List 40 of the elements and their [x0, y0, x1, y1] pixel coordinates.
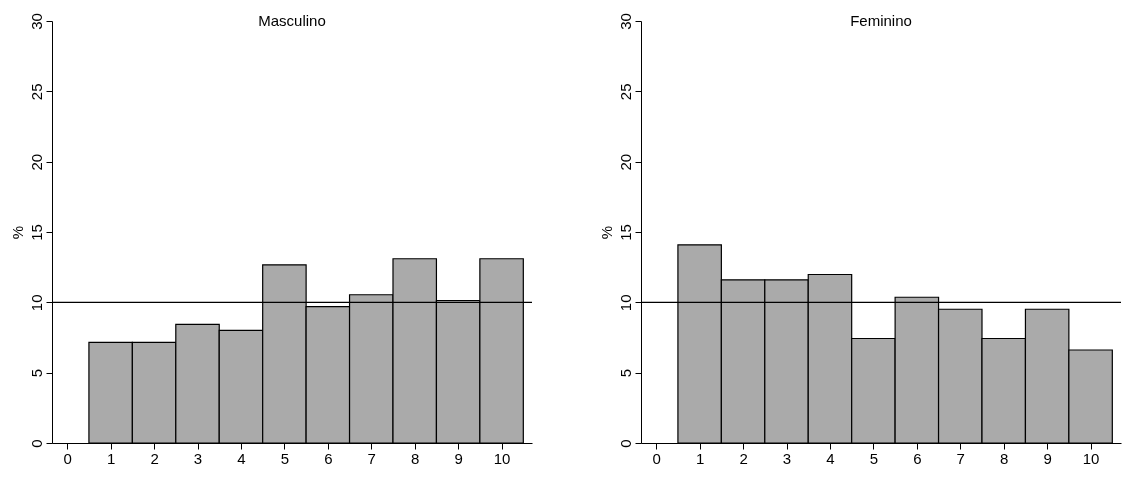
x-tick-label: 0 [652, 449, 661, 467]
x-tick-label: 8 [411, 449, 420, 467]
x-tick-label: 4 [237, 449, 246, 467]
x-tick-label: 6 [324, 449, 333, 467]
x-tick-label: 4 [826, 449, 835, 467]
y-tick-label: 10 [616, 294, 634, 312]
y-tick-label: 0 [616, 439, 634, 448]
x-tick-label: 0 [63, 449, 72, 467]
y-tick-label: 25 [27, 83, 45, 101]
chart-title: Masculino [258, 11, 326, 29]
x-tick-label: 9 [454, 449, 463, 467]
x-tick-label: 7 [956, 449, 965, 467]
y-tick-label: 15 [616, 224, 634, 241]
y-axis-title: % [597, 225, 615, 240]
y-tick-label: 5 [616, 368, 634, 378]
x-tick-label: 5 [869, 449, 879, 467]
y-tick-label: 0 [27, 439, 45, 448]
x-tick-label: 3 [782, 449, 792, 467]
y-axis-title: % [8, 225, 26, 240]
y-tick-label: 20 [616, 153, 634, 171]
x-tick-label: 1 [695, 449, 705, 467]
y-tick-label: 30 [27, 13, 45, 30]
x-tick-label: 7 [367, 449, 376, 467]
x-tick-label: 2 [150, 449, 159, 467]
x-tick-label: 3 [193, 449, 203, 467]
x-tick-label: 9 [1043, 449, 1052, 467]
x-tick-label: 2 [739, 449, 748, 467]
x-tick-label: 1 [106, 449, 116, 467]
y-tick-label: 30 [616, 13, 634, 30]
y-tick-label: 10 [27, 294, 45, 312]
x-tick-label: 10 [1082, 449, 1100, 467]
y-tick-label: 5 [27, 368, 45, 378]
x-tick-label: 10 [493, 449, 511, 467]
y-tick-label: 25 [616, 83, 634, 101]
x-tick-label: 6 [913, 449, 922, 467]
chart-title: Feminino [850, 11, 912, 29]
y-tick-label: 15 [27, 224, 45, 241]
x-tick-label: 5 [280, 449, 290, 467]
x-tick-label: 8 [1000, 449, 1009, 467]
y-tick-label: 20 [27, 153, 45, 171]
